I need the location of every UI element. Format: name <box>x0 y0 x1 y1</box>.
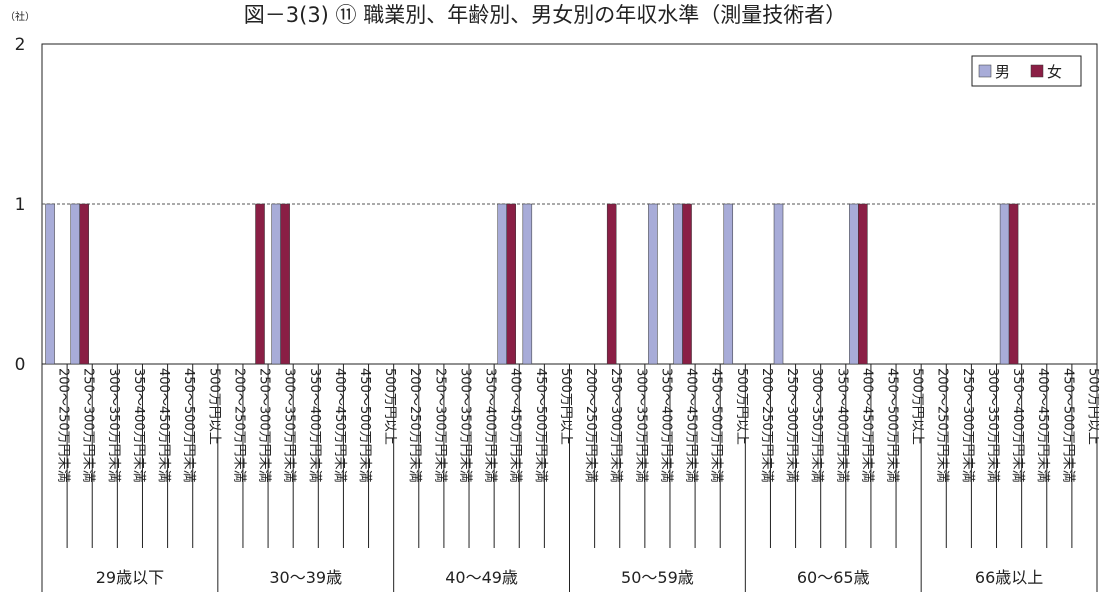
income-category-label: 200～250万円未満 <box>56 368 71 483</box>
income-category-label: 250～300万円未満 <box>432 368 447 483</box>
bar-male <box>673 203 683 365</box>
income-category-label: 350～400万円未満 <box>483 368 498 483</box>
legend-label: 男 <box>995 63 1010 81</box>
income-category-label: 250～300万円未満 <box>257 368 272 483</box>
income-category-label: 200～250万円未満 <box>231 368 246 483</box>
y-tick-label: 2 <box>15 35 26 55</box>
income-category-label: 400～450万円未満 <box>684 368 699 483</box>
bar-male <box>522 203 533 365</box>
income-category-label: 350～400万円未満 <box>1010 368 1025 483</box>
bar-male <box>648 203 658 365</box>
income-category-label: 250～300万円未満 <box>81 368 96 483</box>
income-category-label: 350～400万円未満 <box>834 368 849 483</box>
bar-female <box>606 203 617 365</box>
plot-area <box>41 43 1098 365</box>
bar-male <box>45 203 55 365</box>
income-category-label: 200～250万円未満 <box>583 368 598 483</box>
income-category-label: 450～500万円未満 <box>181 368 196 483</box>
bar-female <box>858 203 868 365</box>
income-category-label: 500万円以上 <box>910 368 925 445</box>
income-category-label: 200～250万円未満 <box>935 368 950 483</box>
y-tick-label: 1 <box>15 195 26 215</box>
bars <box>45 203 1019 365</box>
income-category-label: 400～450万円未満 <box>508 368 523 483</box>
bar-female <box>682 203 692 365</box>
legend-swatch <box>978 64 992 78</box>
age-group-label: 50～59歳 <box>621 568 694 587</box>
income-category-label: 400～450万円未満 <box>859 368 874 483</box>
income-category-label: 500万円以上 <box>558 368 573 445</box>
bar-male <box>70 203 80 365</box>
income-category-label: 350～400万円未満 <box>658 368 673 483</box>
x-axis-labels: 200～250万円未満 250～300万円未満 300～350万円未満 350～400… <box>41 364 1099 592</box>
bar-male <box>271 203 281 365</box>
axes: 0 1 2 <box>15 35 26 375</box>
income-category-label: 300～350万円未満 <box>282 368 297 483</box>
legend-label: 女 <box>1047 63 1062 81</box>
income-category-label: 300～350万円未満 <box>633 368 648 483</box>
income-category-label: 450～500万円未満 <box>357 368 372 483</box>
age-group-label: 30～39歳 <box>269 568 342 587</box>
bar-female <box>79 203 89 365</box>
income-category-label: 250～300万円未満 <box>608 368 623 483</box>
y-tick-label: 0 <box>15 355 26 375</box>
income-category-label: 450～500万円未満 <box>533 368 548 483</box>
income-category-label: 450～500万円未満 <box>884 368 899 483</box>
income-category-label: 500万円以上 <box>382 368 397 445</box>
bar-male <box>773 203 784 365</box>
income-category-label: 400～450万円未満 <box>332 368 347 483</box>
income-category-label: 300～350万円未満 <box>985 368 1000 483</box>
age-group-label: 66歳以上 <box>975 568 1043 587</box>
income-category-label: 200～250万円未満 <box>759 368 774 483</box>
bar-male <box>999 203 1010 365</box>
y-unit-label: （社） <box>5 10 35 23</box>
income-category-label: 500万円以上 <box>734 368 749 445</box>
age-group-label: 40～49歳 <box>445 568 518 587</box>
income-category-label: 500万円以上 <box>206 368 221 445</box>
income-category-label: 450～500万円未満 <box>1060 368 1075 483</box>
bar-female <box>280 203 290 365</box>
legend: 男女 <box>971 55 1082 87</box>
income-category-label: 250～300万円未満 <box>960 368 975 483</box>
income-category-label: 400～450万円未満 <box>156 368 171 483</box>
age-group-label: 29歳以下 <box>96 568 164 587</box>
bar-female <box>1008 203 1019 365</box>
income-category-label: 400～450万円未満 <box>1035 368 1050 483</box>
bar-male <box>497 203 507 365</box>
income-category-label: 300～350万円未満 <box>457 368 472 483</box>
income-category-label: 500万円以上 <box>1085 368 1099 445</box>
income-category-label: 450～500万円未満 <box>709 368 724 483</box>
income-category-label: 350～400万円未満 <box>131 368 146 483</box>
chart-title: 図－3(3) ⑪ 職業別、年齢別、男女別の年収水準（測量技術者） <box>244 3 846 27</box>
bar-male <box>849 203 859 365</box>
income-category-label: 250～300万円未満 <box>784 368 799 483</box>
age-group-label: 60～65歳 <box>797 568 870 587</box>
legend-swatch <box>1030 64 1044 78</box>
bar-male <box>723 203 734 365</box>
income-category-label: 200～250万円未満 <box>407 368 422 483</box>
income-category-label: 300～350万円未満 <box>809 368 824 483</box>
bar-female <box>506 203 516 365</box>
bar-female <box>255 203 265 365</box>
income-category-label: 300～350万円未満 <box>106 368 121 483</box>
income-category-label: 350～400万円未満 <box>307 368 322 483</box>
